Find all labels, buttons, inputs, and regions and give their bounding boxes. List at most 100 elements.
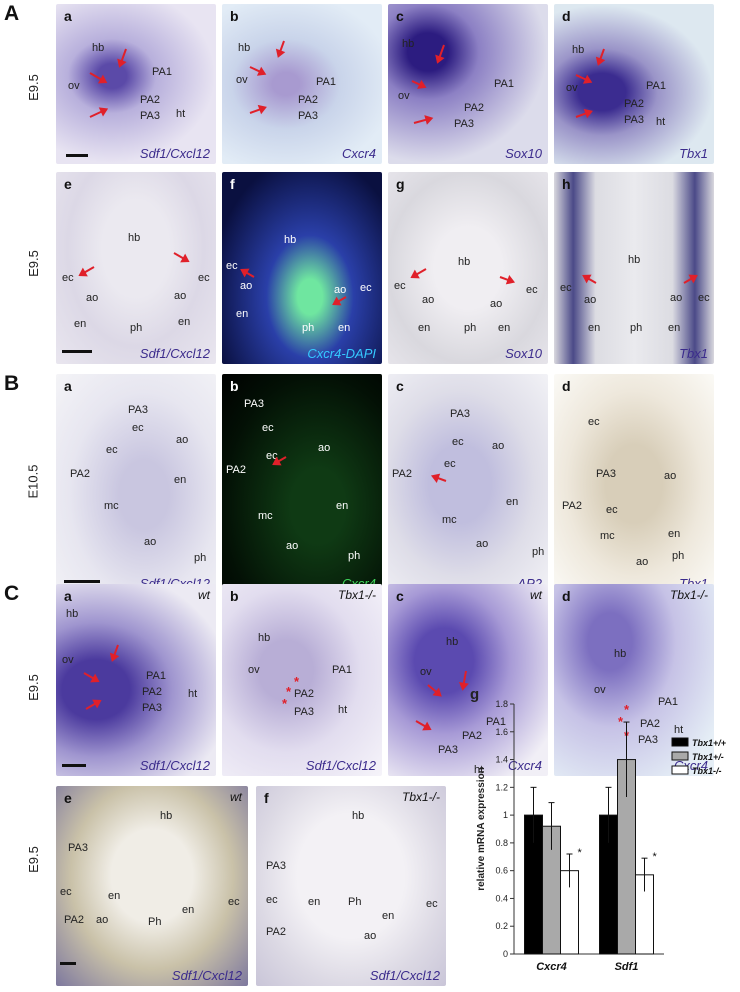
label-ph: Ph [348, 896, 362, 908]
gene-label: Sdf1/Cxcl12 [139, 346, 210, 361]
label-ao: ao [584, 294, 597, 306]
stage-label-a2: E9.5 [25, 250, 41, 277]
label-en: en [506, 496, 519, 508]
panel-letter: c [396, 8, 404, 24]
label-ec: ec [588, 416, 600, 428]
y-tick-label: 1.4 [495, 755, 508, 765]
arrow [411, 268, 427, 278]
arrow [413, 117, 432, 124]
label-pa3: PA3 [244, 398, 264, 410]
label-hb: hb [628, 254, 641, 266]
panel-letter: a [64, 588, 72, 604]
label-pa2: PA2 [64, 914, 84, 926]
label-hb: hb [284, 234, 297, 246]
label-ec: ec [360, 282, 372, 294]
label-ph: ph [302, 322, 315, 334]
label-ao: ao [286, 540, 299, 552]
label-pa3: PA3 [266, 860, 286, 872]
panel-letter: b [230, 588, 239, 604]
label-pa2: PA2 [464, 102, 484, 114]
label-ph: ph [672, 550, 685, 562]
arrow [436, 44, 445, 63]
arrow [575, 110, 592, 118]
legend-label: Tbx1+/+ [692, 738, 727, 748]
label-ec: ec [228, 896, 240, 908]
genotype-label: Tbx1-/- [337, 588, 376, 602]
label-ov: ov [398, 90, 410, 102]
label-hb: hb [458, 256, 471, 268]
label-ec: ec [266, 450, 278, 462]
panel-a-c: c hb ov PA1 PA2 PA3 Sox10 [388, 4, 548, 164]
label-ec: ec [560, 282, 572, 294]
label-en: en [108, 890, 121, 902]
label-pa1: PA1 [646, 80, 666, 92]
label-ec: ec [262, 422, 274, 434]
label-pa1: PA1 [152, 66, 172, 78]
arrow [499, 276, 514, 283]
gene-label: Tbx1 [679, 346, 708, 361]
label-pa2: PA2 [392, 468, 412, 480]
label-ph: ph [464, 322, 477, 334]
label-ov: ov [248, 664, 260, 676]
arrow [89, 108, 107, 118]
label-ec: ec [226, 260, 238, 272]
panel-letter: b [230, 378, 239, 394]
label-en: en [418, 322, 431, 334]
y-tick-label: 1.8 [495, 699, 508, 709]
label-pa3: PA3 [638, 734, 658, 746]
label-pa1: PA1 [658, 696, 678, 708]
gene-label: Cxcr4 [342, 146, 376, 161]
label-en: en [382, 910, 395, 922]
label-ao: ao [144, 536, 157, 548]
label-ht: ht [338, 704, 348, 716]
label-ao: ao [476, 538, 489, 550]
gene-label: Sdf1/Cxcl12 [305, 758, 376, 773]
label-pa3: PA3 [624, 114, 644, 126]
label-ao: ao [664, 470, 677, 482]
panel-letter: e [64, 790, 72, 806]
y-tick-label: 0.2 [495, 921, 508, 931]
genotype-label: wt [198, 588, 210, 602]
label-ec: ec [60, 886, 72, 898]
arrow [583, 275, 597, 284]
label-ht: ht [474, 764, 484, 776]
label-en: en [588, 322, 601, 334]
asterisk-marker: * [618, 714, 624, 729]
label-ph: Ph [148, 916, 162, 928]
label-ov: ov [594, 684, 606, 696]
panel-a-d: d hb ov PA1 PA2 PA3 ht Tbx1 [554, 4, 714, 164]
panel-a-b: b hb ov PA1 PA2 PA3 Cxcr4 [222, 4, 382, 164]
y-tick-label: 1.6 [495, 727, 508, 737]
stage-label-c2: E9.5 [25, 846, 41, 873]
label-ht: ht [188, 688, 198, 700]
gene-label: Sdf1/Cxcl12 [139, 146, 210, 161]
label-hb: hb [92, 42, 105, 54]
scale-bar [62, 350, 92, 353]
label-mc: mc [600, 530, 615, 542]
label-en: en [182, 904, 195, 916]
section-letter-b: B [4, 372, 20, 395]
label-en: en [498, 322, 511, 334]
label-pa3: PA3 [140, 110, 160, 122]
panel-a-h: h hb ec ao en ph ao ec en Tbx1 [554, 172, 714, 364]
label-hb: hb [446, 636, 459, 648]
label-pa1: PA1 [494, 78, 514, 90]
panel-letter: c [396, 378, 404, 394]
label-hb: hb [66, 608, 79, 620]
panel-c-c: c wt hb ov PA1 PA2 PA3 ht Cxcr4 [388, 584, 548, 776]
label-ht: ht [674, 724, 684, 736]
panel-b-d: d ec PA3 ao PA2 ec mc en ao ph Tbx1 [554, 374, 714, 594]
panel-letter: c [396, 588, 404, 604]
label-ao: ao [422, 294, 435, 306]
y-tick-label: 0.8 [495, 838, 508, 848]
label-en: en [74, 318, 87, 330]
arrow [118, 48, 127, 67]
label-pa2: PA2 [624, 98, 644, 110]
label-pa1: PA1 [332, 664, 352, 676]
label-ec: ec [606, 504, 618, 516]
label-ec: ec [394, 280, 406, 292]
label-en: en [174, 474, 187, 486]
asterisk-marker: * [282, 696, 288, 711]
panel-c-e: e wt hb PA3 ec en PA2 ao Ph en ec Sdf1/C… [56, 786, 248, 986]
section-letter-a: A [4, 2, 20, 25]
